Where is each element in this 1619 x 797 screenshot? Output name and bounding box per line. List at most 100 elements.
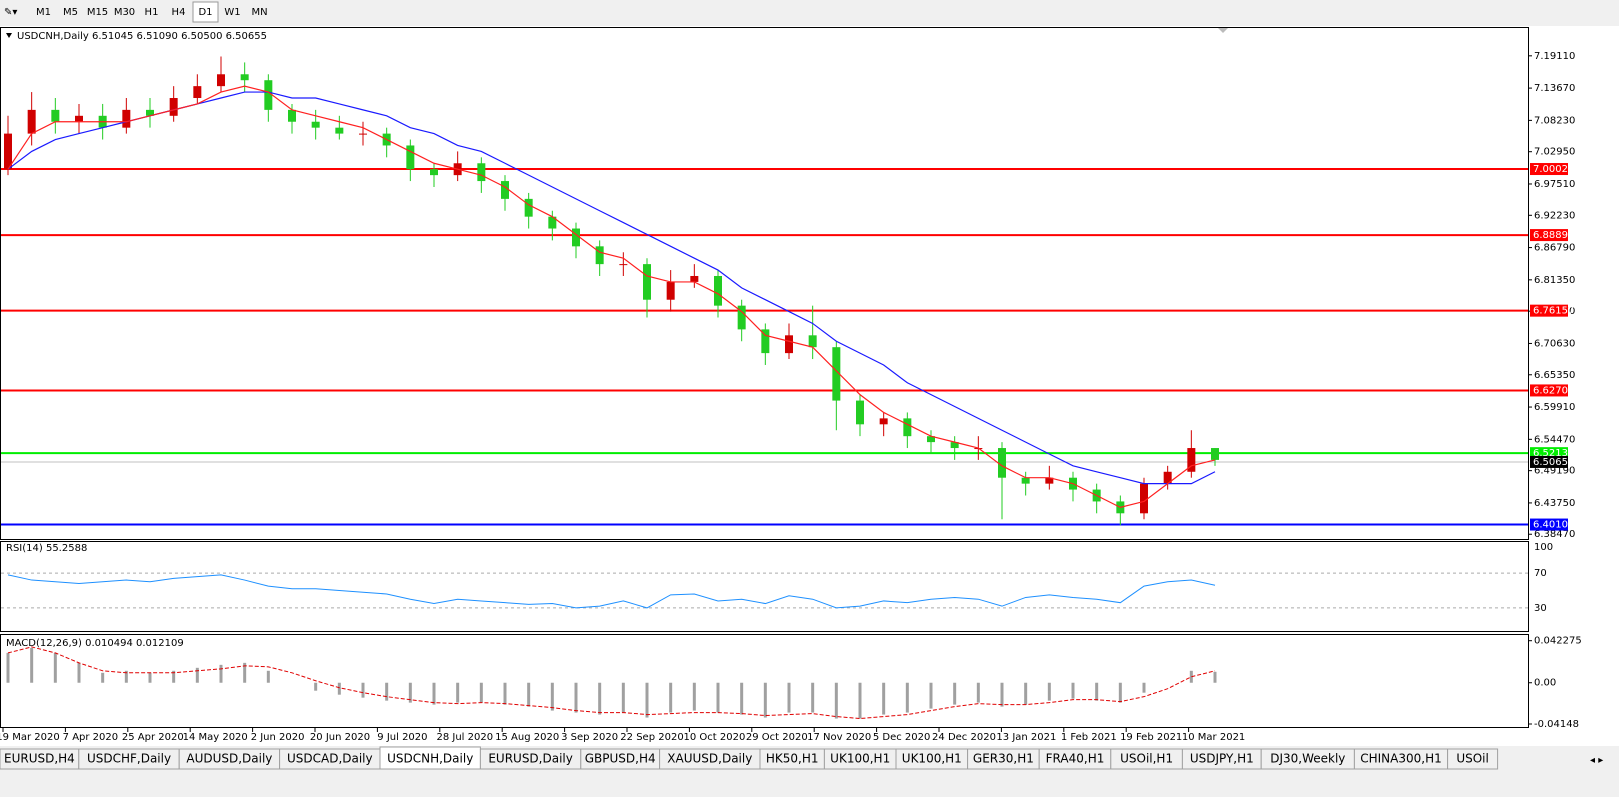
timeframe-button[interactable]: M15 bbox=[87, 7, 108, 18]
tab-label[interactable]: USDJPY,H1 bbox=[1190, 752, 1254, 766]
candle-body bbox=[1045, 477, 1054, 484]
macd-histogram-bar bbox=[53, 652, 57, 683]
timeframe-button[interactable]: M5 bbox=[63, 7, 78, 18]
level-label-box bbox=[1530, 304, 1568, 317]
tab-label[interactable]: CHINA300,H1 bbox=[1360, 752, 1442, 766]
level-label: 6.52138 bbox=[1533, 448, 1574, 459]
macd-histogram-bar bbox=[1095, 682, 1099, 701]
tab-label[interactable]: GBPUSD,H4 bbox=[585, 752, 656, 766]
candle-body bbox=[311, 121, 320, 128]
macd-histogram-bar bbox=[361, 682, 365, 698]
rsi-tick-label: 100 bbox=[1534, 542, 1553, 553]
tab-label[interactable]: XAUUSD,Daily bbox=[667, 752, 752, 766]
candle-body bbox=[501, 181, 509, 199]
tab-label[interactable]: HK50,H1 bbox=[766, 752, 819, 766]
macd-histogram-bar bbox=[219, 664, 223, 683]
candle-body bbox=[335, 127, 344, 134]
candle-body bbox=[240, 74, 249, 81]
macd-tick-label: 0.042275 bbox=[1534, 636, 1582, 647]
level-label: 6.62709 bbox=[1533, 385, 1574, 396]
moving-average bbox=[7, 85, 1216, 509]
timeframe-button[interactable]: M30 bbox=[114, 7, 135, 18]
candle-body bbox=[122, 109, 131, 128]
macd-histogram-bar bbox=[243, 662, 247, 683]
rsi-plot-frame bbox=[0, 541, 1529, 632]
macd-histogram-bar bbox=[337, 682, 341, 695]
timeframe-button[interactable]: H1 bbox=[145, 7, 159, 18]
timeframe-button[interactable]: D1 bbox=[198, 7, 212, 18]
x-tick-label: 10 Oct 2020 bbox=[683, 732, 745, 743]
tab-label[interactable]: UK100,H1 bbox=[902, 752, 962, 766]
macd-histogram-bar bbox=[692, 682, 696, 711]
level-label: 7.00029 bbox=[1533, 164, 1574, 175]
tab-label[interactable]: GER30,H1 bbox=[973, 752, 1034, 766]
macd-histogram-bar bbox=[503, 682, 507, 705]
toolbar-icon[interactable]: ✎▾ bbox=[4, 7, 17, 18]
tab-label[interactable]: AUDUSD,Daily bbox=[186, 752, 272, 766]
timeframe-button[interactable]: H4 bbox=[172, 7, 186, 18]
candle-body bbox=[1163, 471, 1172, 484]
candle-body bbox=[785, 335, 793, 354]
candle-body bbox=[1187, 448, 1196, 472]
main-plot-frame bbox=[0, 27, 1529, 540]
candle-body bbox=[4, 133, 12, 170]
candle-body bbox=[193, 86, 202, 99]
macd-histogram-bar bbox=[763, 682, 767, 718]
tab-label[interactable]: FRA40,H1 bbox=[1046, 752, 1105, 766]
timeframe-button[interactable]: W1 bbox=[224, 7, 240, 18]
y-tick-label: 6.38470 bbox=[1534, 529, 1575, 540]
tab[interactable] bbox=[1447, 748, 1499, 770]
macd-histogram-bar bbox=[385, 682, 389, 701]
x-tick-label: 24 Dec 2020 bbox=[932, 732, 996, 743]
x-tick-label: 1 Feb 2021 bbox=[1061, 732, 1117, 743]
rsi-header: RSI(14) 55.2588 bbox=[6, 543, 87, 554]
x-tick-label: 2 Jun 2020 bbox=[251, 732, 305, 743]
candle-body bbox=[1211, 448, 1219, 460]
macd-histogram-bar bbox=[6, 652, 10, 683]
level-label-box bbox=[1530, 229, 1568, 242]
candle-body bbox=[856, 400, 864, 425]
timeframe-button[interactable]: MN bbox=[251, 7, 267, 18]
x-tick-label: 7 Apr 2020 bbox=[63, 732, 118, 743]
y-tick-label: 6.81350 bbox=[1534, 275, 1575, 286]
tab-label[interactable]: USDCHF,Daily bbox=[87, 752, 171, 766]
tab-label[interactable]: USDCNH,Daily bbox=[387, 752, 473, 766]
macd-histogram-bar bbox=[1189, 670, 1193, 683]
macd-histogram-bar bbox=[1213, 671, 1217, 683]
x-tick-label: 29 Oct 2020 bbox=[746, 732, 808, 743]
candle-body bbox=[950, 442, 959, 449]
tab-label[interactable]: USOil bbox=[1456, 752, 1489, 766]
macd-histogram-bar bbox=[834, 682, 838, 719]
tab-label[interactable]: DJ30,Weekly bbox=[1270, 752, 1345, 766]
macd-histogram-bar bbox=[1118, 682, 1122, 703]
level-label-box bbox=[1530, 163, 1568, 176]
macd-histogram-bar bbox=[479, 682, 483, 703]
macd-histogram-bar bbox=[77, 662, 81, 683]
tab-scroll[interactable]: ◂ ▸ bbox=[1590, 755, 1603, 766]
macd-histogram-bar bbox=[1024, 682, 1028, 705]
tab-label[interactable]: EURUSD,H4 bbox=[4, 752, 75, 766]
macd-histogram-bar bbox=[858, 682, 862, 719]
timeframe-button[interactable]: M1 bbox=[36, 7, 51, 18]
level-label: 6.40104 bbox=[1533, 520, 1574, 531]
candle-body bbox=[1140, 483, 1148, 514]
macd-histogram-bar bbox=[645, 682, 649, 718]
tab-label[interactable]: USDCAD,Daily bbox=[287, 752, 373, 766]
macd-tick-label: -0.04148 bbox=[1534, 719, 1579, 730]
header-arrow[interactable] bbox=[6, 33, 12, 38]
candle-body bbox=[430, 169, 438, 176]
candle-body bbox=[927, 436, 935, 443]
tab-label[interactable]: UK100,H1 bbox=[830, 752, 890, 766]
rsi-line bbox=[7, 574, 1216, 609]
candle-body bbox=[359, 133, 367, 135]
macd-histogram-bar bbox=[195, 667, 199, 683]
macd-histogram-bar bbox=[882, 682, 886, 715]
tab-label[interactable]: EURUSD,Daily bbox=[488, 752, 573, 766]
candle-body bbox=[288, 109, 296, 122]
tab-label[interactable]: USOil,H1 bbox=[1120, 752, 1173, 766]
macd-histogram-bar bbox=[1071, 682, 1075, 699]
macd-histogram-bar bbox=[811, 682, 815, 713]
macd-histogram-bar bbox=[787, 682, 791, 713]
level-label: 6.50655 bbox=[1533, 457, 1574, 468]
